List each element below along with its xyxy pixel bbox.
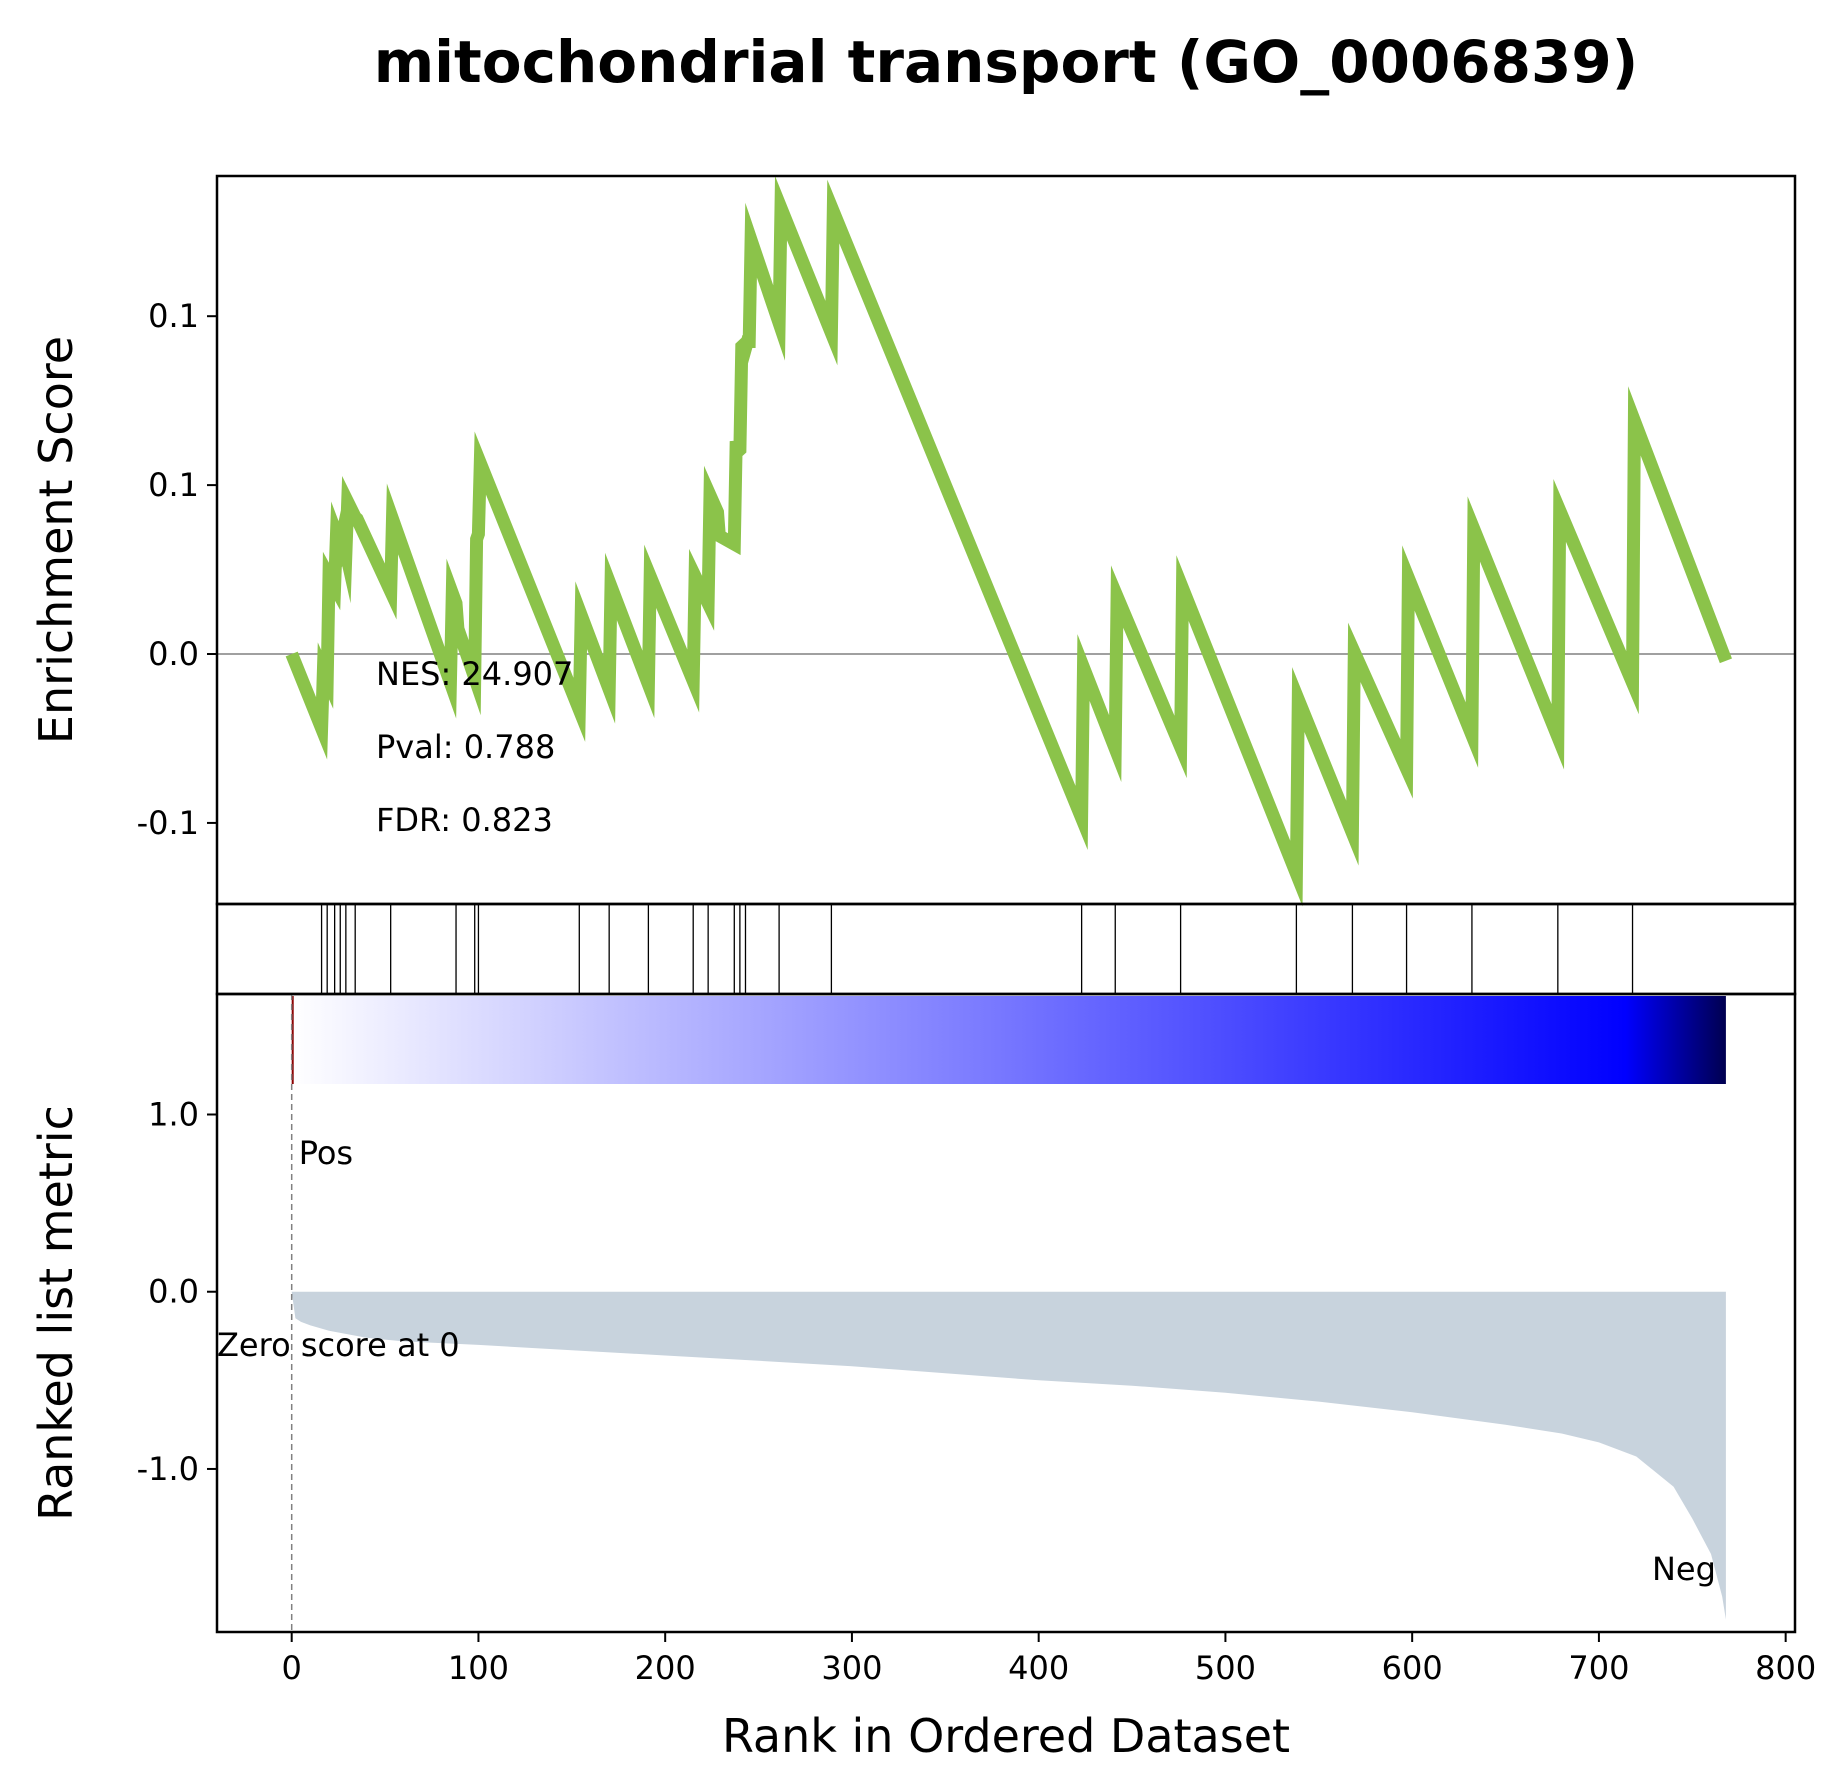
- enrichment-y-tick-label: -0.1: [137, 804, 199, 842]
- ranked-y-axis-label: Ranked list metric: [29, 1105, 83, 1521]
- hits-panel: [215, 902, 1797, 996]
- x-tick-label: 200: [635, 1649, 696, 1687]
- chart-title: mitochondrial transport (GO_0006839): [374, 28, 1639, 96]
- enrichment-score-line: [285, 175, 1732, 907]
- hit-marks: [320, 904, 1634, 994]
- x-tick-label: 500: [1195, 1649, 1256, 1687]
- ranked-frame: [215, 992, 1797, 1634]
- x-tick-label: 800: [1755, 1649, 1816, 1687]
- ranked-y-tick-label: -1.0: [137, 1450, 199, 1488]
- enrichment-y-ticks: -0.1 0.0 0.1 0.1: [137, 297, 217, 842]
- neg-label: Neg: [1652, 1550, 1716, 1588]
- zero-score-label: Zero score at 0: [217, 1326, 460, 1364]
- x-tick-label: 600: [1382, 1649, 1443, 1687]
- x-tick-label: 0: [282, 1649, 302, 1687]
- nes-stat: NES: 24.907: [376, 655, 573, 693]
- pos-label: Pos: [299, 1134, 353, 1172]
- x-tick-label: 100: [448, 1649, 509, 1687]
- ranked-y-tick-label: 1.0: [148, 1096, 199, 1134]
- enrichment-y-axis-label: Enrichment Score: [29, 336, 83, 744]
- fdr-stat: FDR: 0.823: [376, 801, 553, 839]
- ranked-metric-area: [291, 1291, 1726, 1620]
- x-axis-label: Rank in Ordered Dataset: [722, 1709, 1290, 1763]
- enrichment-y-tick-label: 0.0: [148, 635, 199, 673]
- x-axis-ticks: 0 100 200 300 400 500 600 700 800: [282, 1632, 1816, 1687]
- enrichment-y-tick-label: 0.1: [148, 297, 199, 335]
- ranked-panel: Pos Neg Zero score at 0 -1.0 0.0 1.0 Ranke…: [29, 992, 1797, 1634]
- enrichment-y-tick-label: 0.1: [148, 466, 199, 504]
- x-tick-label: 300: [821, 1649, 882, 1687]
- x-tick-label: 400: [1008, 1649, 1069, 1687]
- ranked-y-tick-label: 0.0: [148, 1273, 199, 1311]
- rank-heatmap-bar: [291, 996, 1726, 1084]
- pval-stat: Pval: 0.788: [376, 728, 555, 766]
- ranked-y-ticks: -1.0 0.0 1.0: [137, 1096, 217, 1488]
- enrichment-panel: -0.1 0.0 0.1 0.1 NES: 24.907 Pval: 0.788 FD…: [29, 174, 1797, 907]
- x-tick-label: 700: [1568, 1649, 1629, 1687]
